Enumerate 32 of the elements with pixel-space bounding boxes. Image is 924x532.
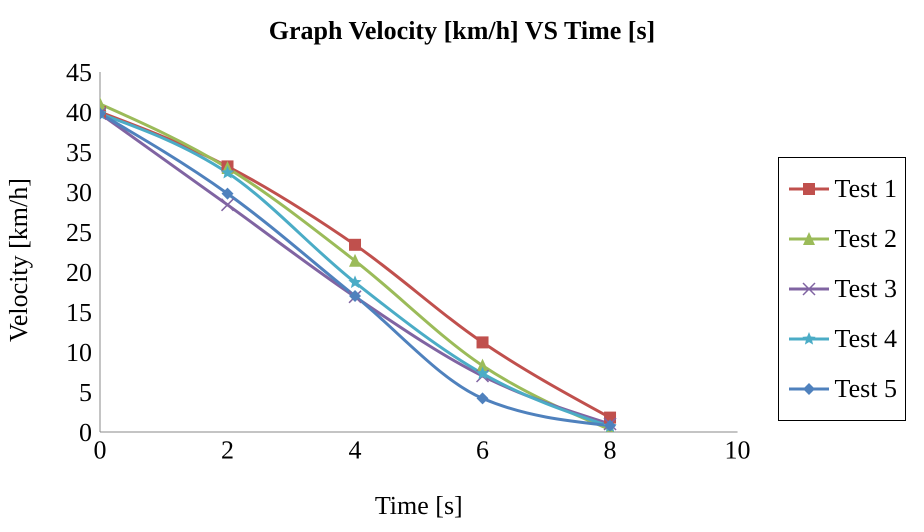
point	[349, 238, 362, 251]
point	[348, 275, 362, 288]
x-tick-label: 8	[604, 435, 617, 464]
legend-label: Test 1	[834, 174, 897, 204]
point	[222, 188, 234, 200]
legend-label: Test 5	[834, 374, 897, 404]
y-tick-label: 25	[66, 218, 92, 248]
x-tick-label: 6	[476, 435, 490, 464]
point	[349, 254, 362, 267]
point	[220, 166, 234, 178]
point	[476, 366, 490, 380]
legend-label: Test 4	[834, 324, 897, 354]
point	[220, 198, 234, 212]
y-tick-label: 10	[66, 338, 92, 368]
x-tick-label: 10	[724, 435, 751, 464]
chart-title: Graph Velocity [km/h] VS Time [s]	[268, 15, 656, 47]
y-tick-label: 45	[66, 58, 92, 88]
y-tick-label: 30	[66, 178, 92, 208]
point	[476, 336, 489, 348]
y-tick-label: 20	[66, 258, 92, 288]
y-axis-title: Velocity [km/h]	[4, 178, 34, 342]
y-tick-label: 40	[66, 98, 92, 128]
y-tick-label: 5	[79, 378, 92, 408]
point	[476, 392, 489, 404]
x-tick-label: 2	[221, 435, 234, 464]
y-tick-label: 35	[66, 138, 92, 168]
legend-label: Test 3	[834, 274, 897, 304]
x-axis-title: Time [s]	[374, 491, 463, 520]
x-tick-label: 4	[348, 435, 362, 464]
y-tick-label: 15	[66, 298, 92, 328]
legend-label: Test 2	[834, 224, 897, 254]
point	[476, 369, 490, 383]
